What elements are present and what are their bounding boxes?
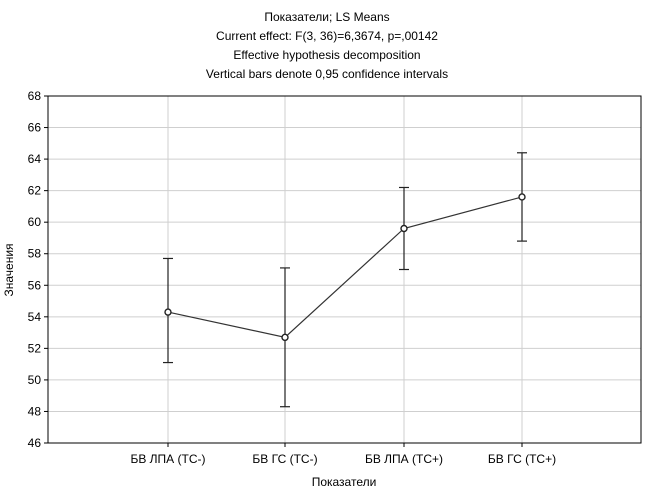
y-tick-label: 54 [28, 310, 42, 324]
y-tick-label: 48 [28, 404, 42, 418]
title-line-4: Vertical bars denote 0,95 confidence int… [206, 67, 448, 81]
y-tick-label: 68 [28, 89, 42, 103]
y-tick-label: 60 [28, 215, 42, 229]
y-tick-label: 66 [28, 121, 42, 135]
series [163, 152, 527, 408]
title-line-1: Показатели; LS Means [264, 10, 389, 24]
data-point [281, 333, 289, 342]
data-point [518, 193, 526, 201]
title-line-3: Effective hypothesis decomposition [233, 48, 420, 62]
chart-title: Показатели; LS Means Current effect: F(3… [206, 10, 448, 81]
x-tick-label: БВ ЛПА (ТС+) [365, 452, 443, 466]
plot-frame [47, 95, 642, 444]
y-tick-label: 62 [28, 184, 42, 198]
y-axis-label: Значения [2, 243, 16, 296]
x-tick-label: БВ ЛПА (ТС-) [130, 452, 205, 466]
y-tick-label: 50 [28, 373, 42, 387]
grid [48, 96, 641, 443]
y-tick-label: 58 [28, 247, 42, 261]
data-point [400, 224, 408, 233]
y-tick-label: 52 [28, 341, 42, 355]
x-tick-label: БВ ГС (ТС+) [488, 452, 556, 466]
series-line [167, 196, 523, 338]
y-tick-label: 56 [28, 278, 42, 292]
y-tick-label: 46 [28, 436, 42, 450]
x-axis-ticks: БВ ЛПА (ТС-) БВ ГС (ТС-) БВ ЛПА (ТС+) БВ ГС… [130, 443, 556, 466]
title-line-2: Current effect: F(3, 36)=6,3674, p=,0014… [216, 29, 438, 43]
x-axis-label: Показатели [312, 475, 377, 489]
y-tick-label: 64 [28, 152, 42, 166]
data-point [164, 308, 172, 316]
x-tick-label: БВ ГС (ТС-) [252, 452, 317, 466]
y-axis-ticks: 46 48 50 52 54 56 58 60 62 64 66 68 [28, 89, 48, 450]
